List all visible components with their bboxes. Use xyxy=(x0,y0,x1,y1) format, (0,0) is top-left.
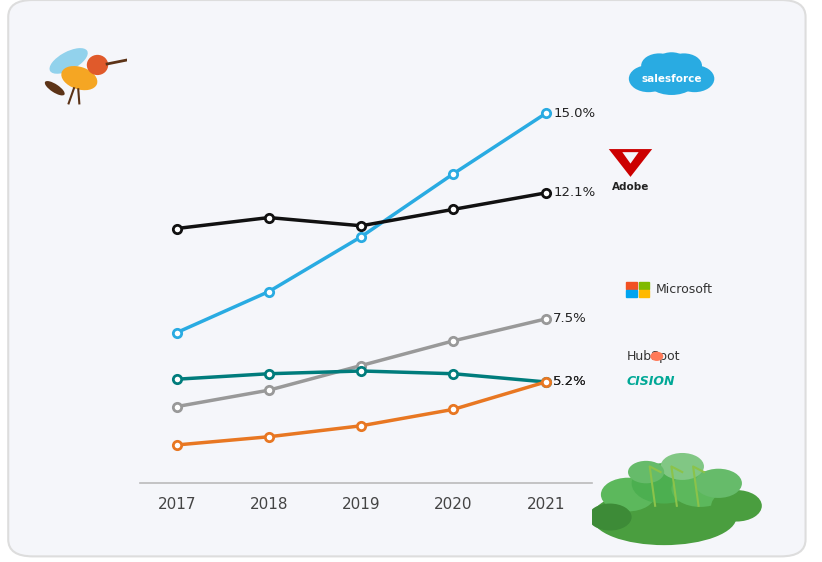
Circle shape xyxy=(87,55,109,75)
Ellipse shape xyxy=(45,81,65,96)
Ellipse shape xyxy=(592,489,737,545)
Text: 12.1%: 12.1% xyxy=(553,187,595,200)
Ellipse shape xyxy=(49,48,88,74)
Ellipse shape xyxy=(62,66,97,90)
Circle shape xyxy=(628,461,664,483)
Text: 5.2%: 5.2% xyxy=(553,375,587,388)
Circle shape xyxy=(589,504,631,531)
Text: CISION: CISION xyxy=(626,374,675,388)
Circle shape xyxy=(631,463,697,504)
Circle shape xyxy=(661,453,704,480)
Text: 5.2%: 5.2% xyxy=(553,375,587,388)
Circle shape xyxy=(672,471,729,507)
Text: 15.0%: 15.0% xyxy=(553,107,595,120)
Text: 7.5%: 7.5% xyxy=(553,312,587,325)
Circle shape xyxy=(695,469,742,498)
Circle shape xyxy=(711,490,762,522)
Circle shape xyxy=(601,478,655,511)
Text: Adobe: Adobe xyxy=(612,182,649,192)
Text: salesforce: salesforce xyxy=(641,74,702,84)
Text: HubSpot: HubSpot xyxy=(626,350,680,364)
Text: Microsoft: Microsoft xyxy=(656,283,713,296)
